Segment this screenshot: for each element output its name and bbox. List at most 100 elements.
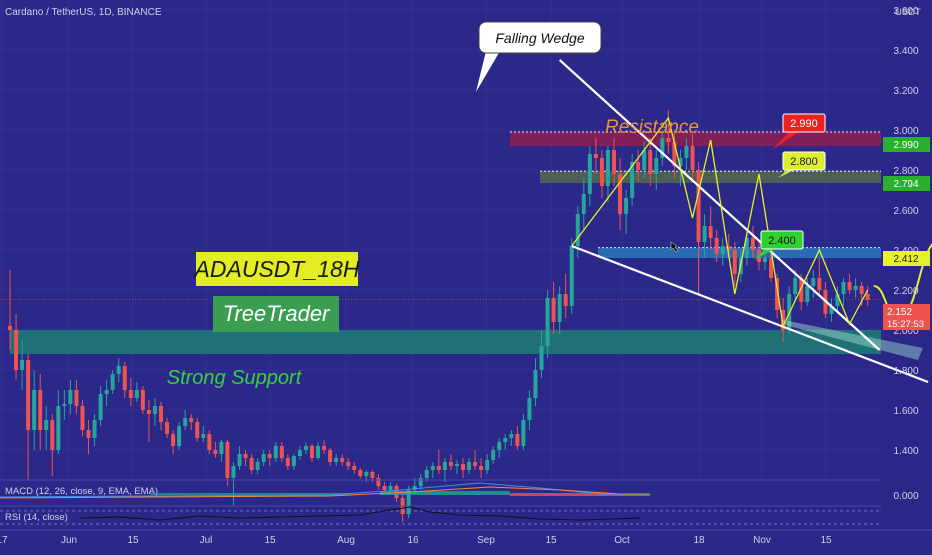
title-badge-text: ADAUSDT_18H <box>193 256 360 282</box>
candle-body <box>20 360 25 370</box>
candle-body <box>593 154 598 158</box>
candle-body <box>8 326 12 330</box>
candle-body <box>80 406 85 430</box>
strong-support-zone <box>10 330 881 354</box>
candle-body <box>62 404 67 406</box>
candle-body <box>412 486 417 490</box>
wedge-lower-line[interactable] <box>571 244 929 384</box>
candle-body <box>128 390 133 398</box>
candle-body <box>781 310 786 330</box>
price-path-line[interactable] <box>571 116 869 329</box>
target-2400-pointer <box>754 248 776 260</box>
candle-body <box>605 150 610 186</box>
price-tag-2412-text: 2.412 <box>893 254 918 265</box>
candle-body <box>587 154 592 194</box>
candle-body <box>273 446 278 458</box>
candle-body <box>430 466 435 470</box>
target-2800-text: 2.800 <box>790 156 818 168</box>
time-tick-label: 16 <box>407 535 419 546</box>
candle-body <box>207 434 212 450</box>
candle-body <box>328 450 333 462</box>
candle-body <box>98 394 103 420</box>
time-tick-label: 15 <box>264 535 276 546</box>
candle-body <box>14 330 19 370</box>
price-tick-label: 3.000 <box>893 126 918 137</box>
candle-body <box>539 346 544 370</box>
candle-body <box>116 366 121 374</box>
candle-body <box>346 462 351 466</box>
target-2400-tag <box>760 230 804 250</box>
time-tick-label: Jun <box>61 535 77 546</box>
candle-body <box>406 490 411 514</box>
candle-body <box>835 294 840 306</box>
candle-body <box>515 434 520 446</box>
candle-body <box>732 250 737 274</box>
candle-body <box>599 158 604 186</box>
candle-body <box>841 282 846 294</box>
time-tick-label: 17 <box>0 535 8 546</box>
candle-body <box>533 370 538 398</box>
candle-body <box>436 466 441 470</box>
candle-body <box>545 298 550 346</box>
candle-body <box>636 162 641 170</box>
time-tick-label: 15 <box>545 535 557 546</box>
candle-body <box>388 486 393 490</box>
candle-body <box>261 454 266 462</box>
time-tick-label: 15 <box>127 535 139 546</box>
candle-body <box>557 294 562 322</box>
candle-body <box>243 454 248 458</box>
countdown-text: 15:27:53 <box>887 319 924 330</box>
candle-body <box>859 286 864 294</box>
candle-body <box>720 246 725 254</box>
candle-body <box>104 390 109 394</box>
candle-body <box>92 420 97 438</box>
candle-body <box>26 360 31 430</box>
candle-body <box>630 162 635 198</box>
time-axis-ticks: 17 Jun 15 Jul 15 Aug 16 Sep 15 Oct 18 Nov 15 <box>0 535 832 546</box>
price-tick-label: 3.200 <box>893 86 918 97</box>
candle-body <box>750 238 755 250</box>
candle-body <box>171 434 176 446</box>
candle-body <box>189 418 194 422</box>
wedge-upper-line[interactable] <box>558 59 881 351</box>
candle-body <box>509 434 514 438</box>
candle-body <box>122 366 127 390</box>
candle-body <box>50 420 55 450</box>
candle-body <box>479 466 484 470</box>
candle-body <box>690 146 695 170</box>
falling-wedge-callout[interactable] <box>478 21 602 54</box>
candle-body <box>334 458 339 462</box>
candle-body <box>448 462 453 466</box>
candle-body <box>44 420 49 430</box>
target-2800-tag <box>782 151 826 171</box>
candle-body <box>461 464 465 470</box>
candle-body <box>382 486 387 490</box>
candle-body <box>340 458 345 462</box>
candle-body <box>322 446 327 450</box>
rsi-label: RSI (14, close) <box>5 512 68 523</box>
time-tick-label: 15 <box>820 535 832 546</box>
candle-body <box>159 406 163 422</box>
candle-body <box>303 446 308 450</box>
candle-body <box>225 442 230 478</box>
candle-body <box>654 158 659 174</box>
price-tag-2412 <box>883 251 930 266</box>
candle-body <box>297 450 302 456</box>
candle-body <box>642 150 647 170</box>
candle-body <box>714 238 719 254</box>
candle-body <box>418 478 423 486</box>
current-price-text: 2.152 <box>887 307 912 318</box>
candle-body <box>696 170 701 242</box>
candle-body <box>110 374 115 390</box>
candle-body <box>352 466 357 470</box>
candle-body <box>811 278 816 286</box>
candle-body <box>581 194 586 214</box>
candle-body <box>805 286 810 302</box>
price-tag-2794 <box>883 176 930 191</box>
time-tick-label: 18 <box>693 535 705 546</box>
cursor-icon <box>670 241 679 253</box>
candle-body <box>726 246 731 250</box>
time-tick-label: Nov <box>753 535 771 546</box>
